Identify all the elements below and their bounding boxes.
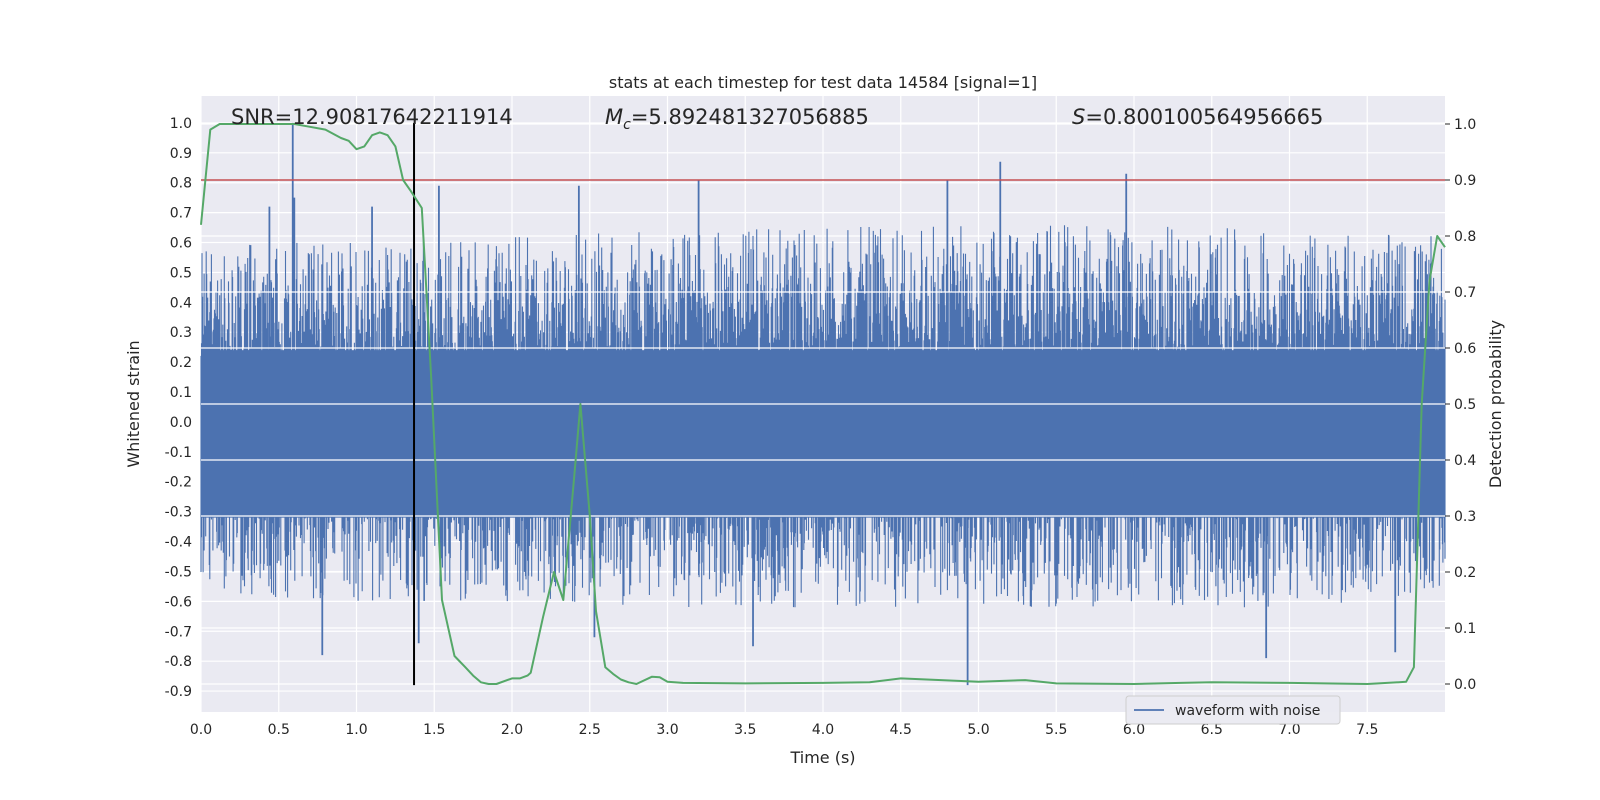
x-tick-label: 5.5 <box>1045 722 1067 738</box>
y2-tick-label: 0.9 <box>1454 173 1476 189</box>
x-tick-label: 7.5 <box>1356 722 1378 738</box>
y-tick-label: 0.3 <box>170 325 192 341</box>
y-tick-label: 0.6 <box>170 236 192 252</box>
y2-tick-label: 0.8 <box>1454 229 1476 245</box>
y-tick-label: -0.5 <box>165 564 192 580</box>
x-tick-label: 7.0 <box>1278 722 1300 738</box>
y-tick-label: -0.8 <box>165 654 192 670</box>
y-tick-label: 0.4 <box>170 295 192 311</box>
y-tick-label: 1.0 <box>170 116 192 132</box>
x-tick-label: 1.5 <box>423 722 445 738</box>
s-symbol: S <box>1072 105 1085 129</box>
y-axis-label: Whitened strain <box>124 340 143 467</box>
y-tick-label: 0.1 <box>170 385 192 401</box>
y-tick-label: -0.6 <box>165 594 192 610</box>
y-tick-label: -0.4 <box>165 535 192 551</box>
annotations: SNR=12.90817642211914 Mc=5.8924813270568… <box>231 105 1323 133</box>
y-tick-label: 0.9 <box>170 146 192 162</box>
x-tick-label: 4.0 <box>812 722 834 738</box>
chirp-mass-value: =5.892481327056885 <box>631 105 869 129</box>
x-tick-label: 2.0 <box>501 722 523 738</box>
y-tick-label: -0.9 <box>165 684 192 700</box>
y-tick-label: 0.0 <box>170 415 192 431</box>
detection-probability-line <box>200 123 1446 685</box>
y2-tick-label: 0.4 <box>1454 453 1476 469</box>
y2-tick-label: 0.5 <box>1454 397 1476 413</box>
legend-box <box>1125 695 1341 725</box>
legend: waveform with noise <box>1125 695 1341 725</box>
chirp-mass-subscript: c <box>623 117 631 133</box>
y-tick-label: -0.2 <box>165 475 192 491</box>
x-tick-label: 2.5 <box>579 722 601 738</box>
chirp-mass-symbol: M <box>605 105 623 129</box>
y-tick-label: -0.1 <box>165 445 192 461</box>
x-tick-label: 3.0 <box>656 722 678 738</box>
s-value: =0.800100564956665 <box>1085 105 1323 129</box>
legend-waveform-label: waveform with noise <box>1175 703 1320 719</box>
x-tick-label: 4.5 <box>890 722 912 738</box>
y2-tick-label: 0.0 <box>1454 677 1476 693</box>
ticks: 0.0 0.5 1.0 1.5 2.0 2.5 3.0 3.5 4.0 4.5 5.0 5.5 6.0 6… <box>165 116 1477 738</box>
waveform-core <box>201 350 1445 518</box>
y-tick-label: -0.7 <box>165 624 192 640</box>
x-tick-label: 0.5 <box>268 722 290 738</box>
overlays <box>200 122 1446 686</box>
y2-axis-label: Detection probability <box>1486 320 1505 488</box>
y2-tick-label: 0.1 <box>1454 621 1476 637</box>
y-tick-label: -0.3 <box>165 505 192 521</box>
x-tick-label: 6.0 <box>1123 722 1145 738</box>
x-tick-label: 6.5 <box>1201 722 1223 738</box>
y-tick-label: 0.2 <box>170 355 192 371</box>
y-tick-label: 0.8 <box>170 176 192 192</box>
s-annotation: S=0.800100564956665 <box>1072 105 1323 129</box>
x-tick-label: 5.0 <box>967 722 989 738</box>
chirp-mass-annotation: Mc=5.892481327056885 <box>605 105 869 133</box>
snr-annotation-text: SNR=12.90817642211914 <box>231 105 513 129</box>
y2-tick-label: 0.3 <box>1454 509 1476 525</box>
x-tick-label: 1.0 <box>345 722 367 738</box>
y-tick-label: 0.7 <box>170 206 192 222</box>
y2-tick-label: 0.6 <box>1454 341 1476 357</box>
y2-tick-label: 1.0 <box>1454 117 1476 133</box>
x-axis-label: Time (s) <box>789 748 855 767</box>
y-tick-label: 0.5 <box>170 265 192 281</box>
chart-title: stats at each timestep for test data 145… <box>609 73 1037 92</box>
x-tick-label: 0.0 <box>190 722 212 738</box>
y2-tick-label: 0.2 <box>1454 565 1476 581</box>
snr-annotation: SNR=12.90817642211914 <box>231 105 513 129</box>
x-tick-label: 3.5 <box>734 722 756 738</box>
y2-tick-label: 0.7 <box>1454 285 1476 301</box>
waveform-series <box>200 122 1446 686</box>
